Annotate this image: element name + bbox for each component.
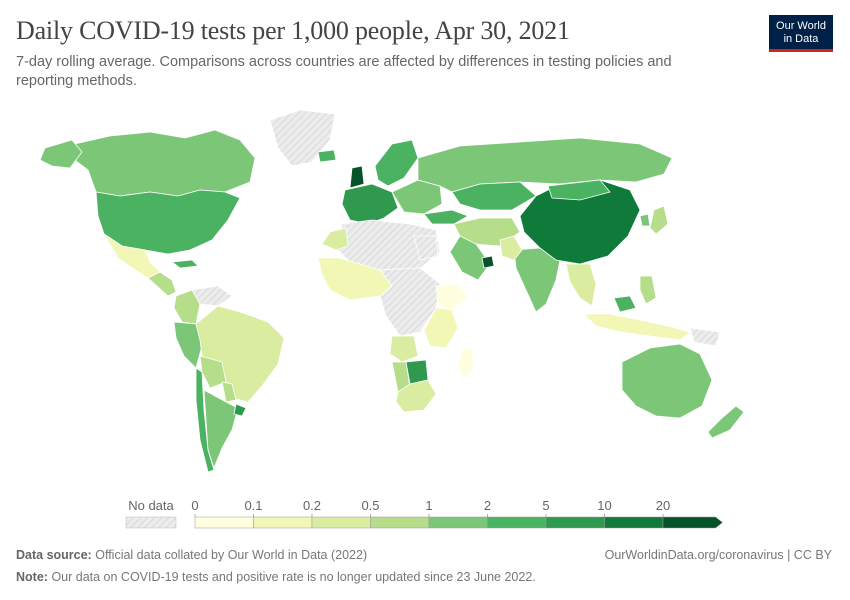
map-region-alaska[interactable] <box>39 139 83 169</box>
legend-bin-6 <box>545 516 605 529</box>
legend-bin-7 <box>604 516 664 529</box>
map-region-cuba[interactable] <box>170 259 199 269</box>
map-region-iceland[interactable] <box>317 149 337 163</box>
map-region-pakistan[interactable] <box>499 235 523 261</box>
map-region-mongolia[interactable] <box>547 179 611 201</box>
legend-bin-4 <box>428 516 488 529</box>
legend-bin-2 <box>311 516 371 529</box>
map-region-chile[interactable] <box>195 367 215 473</box>
legend-bin-8 <box>662 516 723 529</box>
map-region-brazil[interactable] <box>195 305 285 403</box>
legend-bin-5 <box>487 516 547 529</box>
legend-tick-label: 1 <box>425 498 432 513</box>
map-region-egypt[interactable] <box>413 235 439 261</box>
map-region-australia[interactable] <box>621 343 713 419</box>
legend-tick-label: 0.5 <box>361 498 379 513</box>
note-text: Our data on COVID-19 tests and positive … <box>51 570 536 584</box>
legend-bin-1 <box>253 516 313 529</box>
map-region-japan[interactable] <box>649 205 669 235</box>
data-source-label: Data source: <box>16 548 92 562</box>
map-region-argentina[interactable] <box>203 389 239 470</box>
map-region-new-zealand[interactable] <box>707 405 745 439</box>
legend-no-data-swatch <box>125 516 177 529</box>
logo-line-1: Our World <box>776 20 826 32</box>
data-source-text: Official data collated by Our World in D… <box>95 548 368 562</box>
note-label: Note: <box>16 570 48 584</box>
legend-tick-label: 2 <box>484 498 491 513</box>
map-region-united-kingdom[interactable] <box>349 165 365 189</box>
owid-logo[interactable]: Our World in Data <box>769 15 833 52</box>
legend-tick-label: 0.1 <box>244 498 262 513</box>
footnote: Note: Our data on COVID-19 tests and pos… <box>16 570 536 584</box>
map-region-south-africa[interactable] <box>395 379 437 413</box>
map-region-east-africa[interactable] <box>423 307 459 349</box>
map-region-southeast-asia[interactable] <box>565 263 597 307</box>
map-region-western-europe[interactable] <box>341 183 399 225</box>
legend-tick-label: 0.2 <box>303 498 321 513</box>
map-region-morocco[interactable] <box>321 227 349 251</box>
map-region-madagascar[interactable] <box>457 345 475 379</box>
map-region-indonesia[interactable] <box>583 313 691 341</box>
map-region-angola[interactable] <box>389 335 419 363</box>
legend-no-data-label: No data <box>128 498 174 513</box>
map-region-scandinavia[interactable] <box>374 139 419 187</box>
source-url-link[interactable]: OurWorldinData.org/coronavirus | CC BY <box>604 548 832 562</box>
map-region-turkey[interactable] <box>423 209 469 225</box>
legend-bin-3 <box>370 516 430 529</box>
map-region-papua-new-guinea[interactable] <box>689 327 721 347</box>
legend-tick-label: 0 <box>191 498 198 513</box>
map-region-bolivia[interactable] <box>199 355 227 389</box>
chart-subtitle: 7-day rolling average. Comparisons acros… <box>16 54 672 89</box>
map-region-central-africa[interactable] <box>379 267 441 337</box>
color-legend: No data 0 0.1 0.2 0.5 1 2 5 10 20 <box>125 498 723 529</box>
data-source: Data source: Official data collated by O… <box>16 548 367 562</box>
map-region-central-america[interactable] <box>147 271 177 297</box>
map-region-paraguay[interactable] <box>221 381 237 403</box>
map-region-south-korea[interactable] <box>639 213 651 227</box>
map-region-kazakhstan[interactable] <box>451 181 537 211</box>
map-region-uruguay[interactable] <box>233 403 247 417</box>
legend-tick-label: 10 <box>597 498 611 513</box>
map-region-ethiopia[interactable] <box>435 283 469 311</box>
map-region-philippines[interactable] <box>639 275 657 305</box>
map-region-uae[interactable] <box>481 255 495 269</box>
chart-title: Daily COVID-19 tests per 1,000 people, A… <box>16 16 570 45</box>
map-region-north-africa[interactable] <box>335 219 441 271</box>
map-region-malaysia[interactable] <box>613 295 637 313</box>
world-map <box>39 109 745 473</box>
map-region-russia[interactable] <box>417 137 673 193</box>
legend-bin-0 <box>194 516 254 529</box>
map-region-eastern-europe[interactable] <box>391 179 443 215</box>
legend-tick-label: 20 <box>656 498 670 513</box>
map-region-canada[interactable] <box>69 129 256 197</box>
map-region-saudi-arabia[interactable] <box>449 235 491 281</box>
logo-line-2: in Data <box>783 32 819 45</box>
legend-tick-label: 5 <box>542 498 549 513</box>
